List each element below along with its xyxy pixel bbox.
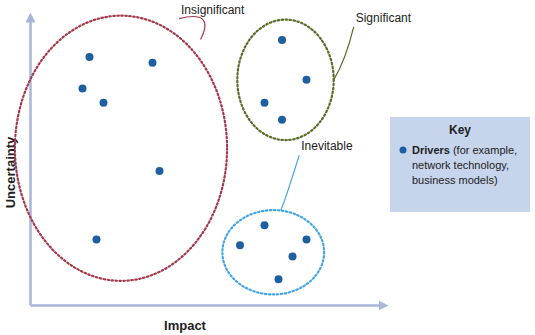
point bbox=[278, 36, 286, 44]
legend-swatch bbox=[400, 147, 407, 154]
x-axis bbox=[31, 305, 381, 306]
label-connector bbox=[179, 17, 205, 40]
legend: Key Drivers(for example,network technolog… bbox=[390, 117, 530, 212]
cluster-ellipse bbox=[222, 210, 324, 294]
cluster-ellipse bbox=[15, 16, 227, 281]
point bbox=[86, 53, 94, 61]
point bbox=[261, 99, 269, 107]
cluster-label: Insignificant bbox=[181, 3, 245, 17]
point bbox=[289, 253, 297, 261]
legend-title: Key bbox=[449, 123, 471, 137]
point bbox=[303, 235, 311, 243]
chart: ImpactUncertaintyInsignificantSignifican… bbox=[0, 0, 535, 335]
cluster-labels: Insignificant Significant Inevitable bbox=[179, 3, 412, 210]
point bbox=[303, 76, 311, 84]
axis-line bbox=[29, 21, 32, 306]
axis-line bbox=[31, 304, 381, 307]
clusters bbox=[15, 16, 334, 295]
point bbox=[236, 241, 244, 249]
x-axis-title: Impact bbox=[164, 318, 207, 333]
cluster-label: Significant bbox=[356, 11, 412, 25]
point bbox=[156, 167, 164, 175]
cluster-label: Inevitable bbox=[301, 139, 353, 153]
point bbox=[278, 116, 286, 124]
point bbox=[100, 99, 108, 107]
point bbox=[79, 84, 87, 92]
legend-entry: Drivers bbox=[412, 144, 450, 156]
label-connector bbox=[281, 155, 299, 210]
legend-box bbox=[390, 117, 530, 212]
legend-description: (for example,network technology,business… bbox=[412, 144, 517, 186]
cluster-ellipse bbox=[237, 20, 333, 141]
point bbox=[275, 275, 283, 283]
point bbox=[93, 235, 101, 243]
point bbox=[149, 59, 157, 67]
label-connector bbox=[334, 27, 354, 80]
y-axis bbox=[30, 21, 31, 306]
point bbox=[261, 221, 269, 229]
points bbox=[79, 36, 311, 283]
